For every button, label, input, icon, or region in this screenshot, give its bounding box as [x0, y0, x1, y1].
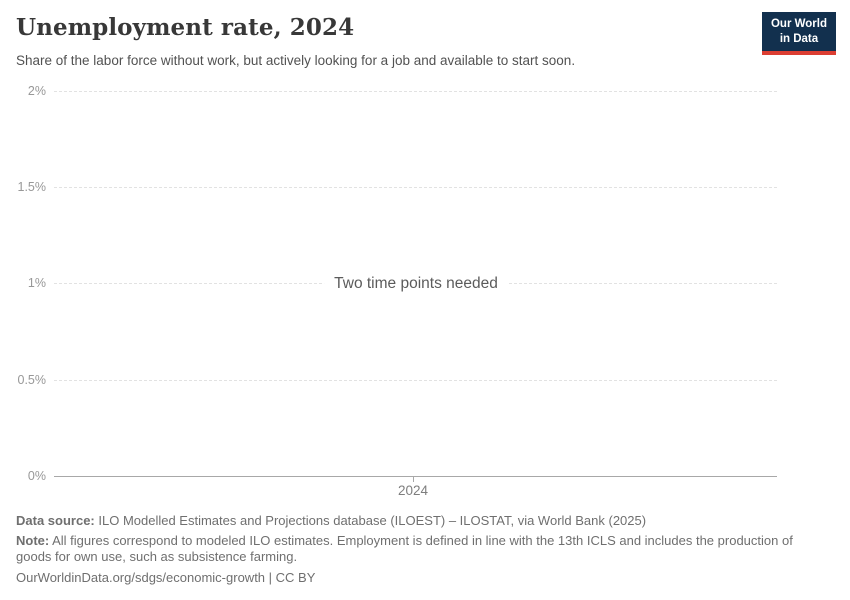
data-source-label: Data source: [16, 513, 95, 528]
owid-logo-line2: in Data [779, 32, 819, 45]
xtick-label-2024: 2024 [397, 483, 429, 498]
data-source-text: ILO Modelled Estimates and Projections d… [98, 513, 647, 528]
gridline-0-5pct [54, 380, 777, 381]
owid-logo-line1: Our World [770, 18, 827, 30]
data-source-line: Data source: ILO Modelled Estimates and … [16, 513, 794, 529]
owid-logo[interactable]: Our World in Data [761, 12, 836, 55]
chart-footer: Data source: ILO Modelled Estimates and … [16, 513, 794, 586]
note-line: Note: All figures correspond to modeled … [16, 533, 794, 565]
chart-subtitle: Share of the labor force without work, b… [16, 53, 576, 68]
ytick-label-0-5pct: 0.5% [17, 373, 47, 387]
ytick-label-1pct: 1% [27, 276, 46, 290]
xtick-mark-2024 [413, 477, 414, 482]
citation-link-line[interactable]: OurWorldinData.org/sdgs/economic-growth … [16, 570, 316, 585]
chart-title: Unemployment rate, 2024 [16, 14, 355, 41]
ytick-label-1-5pct: 1.5% [17, 180, 47, 194]
ytick-label-2pct: 2% [27, 84, 46, 98]
note-label: Note: [16, 533, 50, 548]
gridline-2pct [54, 91, 777, 92]
x-axis-line [54, 476, 777, 477]
empty-state-message: Two time points needed [324, 273, 508, 295]
note-text: All figures correspond to modeled ILO es… [16, 533, 793, 564]
ytick-label-0pct: 0% [27, 469, 46, 483]
gridline-1-5pct [54, 187, 777, 188]
